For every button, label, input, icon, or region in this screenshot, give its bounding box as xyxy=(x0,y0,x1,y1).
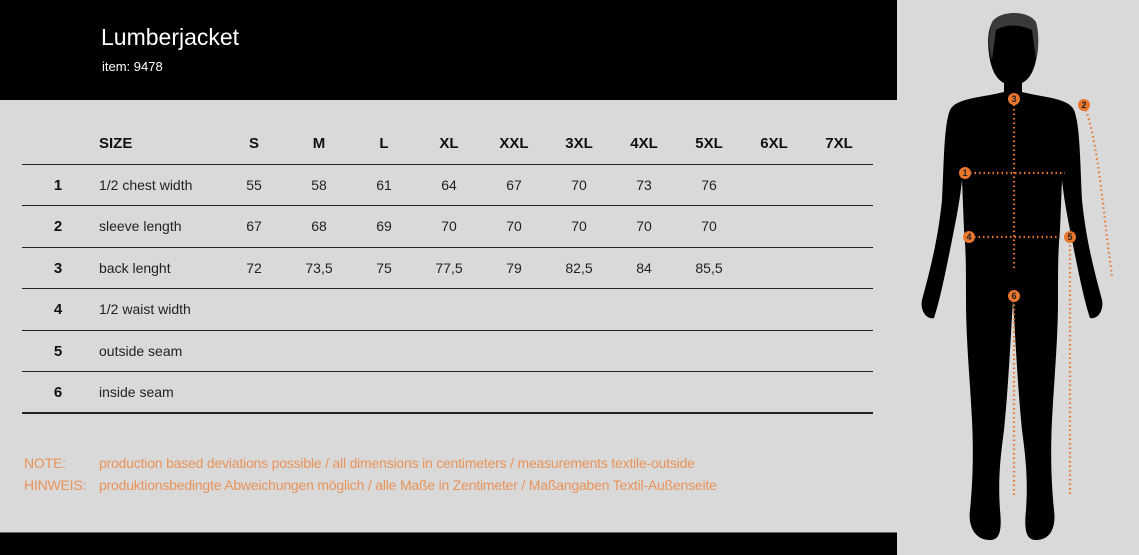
table-cell: 68 xyxy=(311,218,327,234)
row-label: outside seam xyxy=(99,343,183,359)
body-silhouette xyxy=(921,13,1103,540)
marker-3: 3 xyxy=(1008,93,1020,105)
table-cell: 67 xyxy=(246,218,262,234)
size-header-m: M xyxy=(312,135,326,152)
hinweis-label: HINWEIS: xyxy=(24,477,87,493)
product-title: Lumberjacket xyxy=(101,24,240,50)
table-cell: 70 xyxy=(701,218,717,234)
table-cell: 72 xyxy=(246,260,262,276)
row-divider xyxy=(22,330,873,331)
marker-5: 5 xyxy=(1064,231,1076,243)
table-cell: 82,5 xyxy=(565,260,593,276)
item-number: item: 9478 xyxy=(102,59,163,74)
row-label: 1/2 chest width xyxy=(99,177,193,193)
table-cell: 70 xyxy=(571,218,587,234)
row-divider xyxy=(22,247,873,248)
row-divider xyxy=(22,205,873,206)
size-header-xl: XL xyxy=(439,135,459,152)
row-divider xyxy=(22,164,873,165)
svg-text:2: 2 xyxy=(1081,100,1086,110)
row-label: inside seam xyxy=(99,384,174,400)
table-cell: 73,5 xyxy=(305,260,333,276)
body-measurement-figure: 1 2 3 4 5 6 xyxy=(921,13,1114,540)
note-text: production based deviations possible / a… xyxy=(99,455,695,471)
row-number: 6 xyxy=(53,384,63,401)
table-cell: 69 xyxy=(376,218,392,234)
footer-bar xyxy=(0,532,897,555)
svg-text:4: 4 xyxy=(966,232,971,242)
row-divider xyxy=(22,371,873,372)
size-header-xxl: XXL xyxy=(499,135,529,152)
svg-text:3: 3 xyxy=(1011,94,1016,104)
marker-6: 6 xyxy=(1008,290,1020,302)
row-number: 1 xyxy=(53,177,63,194)
table-cell: 70 xyxy=(636,218,652,234)
header-bar: Lumberjacket item: 9478 xyxy=(0,0,897,100)
size-header-6xl: 6XL xyxy=(760,135,788,152)
hinweis-text: produktionsbedingte Abweichungen möglich… xyxy=(99,477,717,493)
size-header-l: L xyxy=(379,135,389,152)
table-cell: 84 xyxy=(636,260,652,276)
row-number: 2 xyxy=(53,218,63,235)
marker-1: 1 xyxy=(959,167,971,179)
size-header-4xl: 4XL xyxy=(630,135,658,152)
row-label: sleeve length xyxy=(99,218,182,234)
row-label: 1/2 waist width xyxy=(99,301,191,317)
svg-text:1: 1 xyxy=(962,168,967,178)
marker-4: 4 xyxy=(963,231,975,243)
size-header-5xl: 5XL xyxy=(695,135,723,152)
table-cell: 61 xyxy=(376,177,392,193)
row-number: 4 xyxy=(53,301,63,318)
svg-text:6: 6 xyxy=(1011,291,1016,301)
table-cell: 70 xyxy=(571,177,587,193)
note-label: NOTE: xyxy=(24,455,66,471)
table-cell: 70 xyxy=(506,218,522,234)
size-column-header: SIZE xyxy=(99,135,133,152)
row-divider xyxy=(22,288,873,289)
table-cell: 64 xyxy=(441,177,457,193)
row-number: 5 xyxy=(53,343,63,360)
size-header-s: S xyxy=(248,135,260,152)
table-cell: 73 xyxy=(636,177,652,193)
table-cell: 58 xyxy=(311,177,327,193)
table-cell: 77,5 xyxy=(435,260,463,276)
table-cell: 67 xyxy=(506,177,522,193)
svg-text:5: 5 xyxy=(1067,232,1072,242)
row-number: 3 xyxy=(53,260,63,277)
table-cell: 75 xyxy=(376,260,392,276)
table-cell: 85,5 xyxy=(695,260,723,276)
row-divider xyxy=(22,412,873,414)
table-cell: 55 xyxy=(246,177,262,193)
marker-2: 2 xyxy=(1078,99,1090,111)
table-cell: 76 xyxy=(701,177,717,193)
row-label: back lenght xyxy=(99,260,171,276)
size-header-3xl: 3XL xyxy=(565,135,593,152)
size-header-7xl: 7XL xyxy=(825,135,853,152)
measurement-lines xyxy=(970,100,1114,495)
table-cell: 79 xyxy=(506,260,522,276)
table-cell: 70 xyxy=(441,218,457,234)
